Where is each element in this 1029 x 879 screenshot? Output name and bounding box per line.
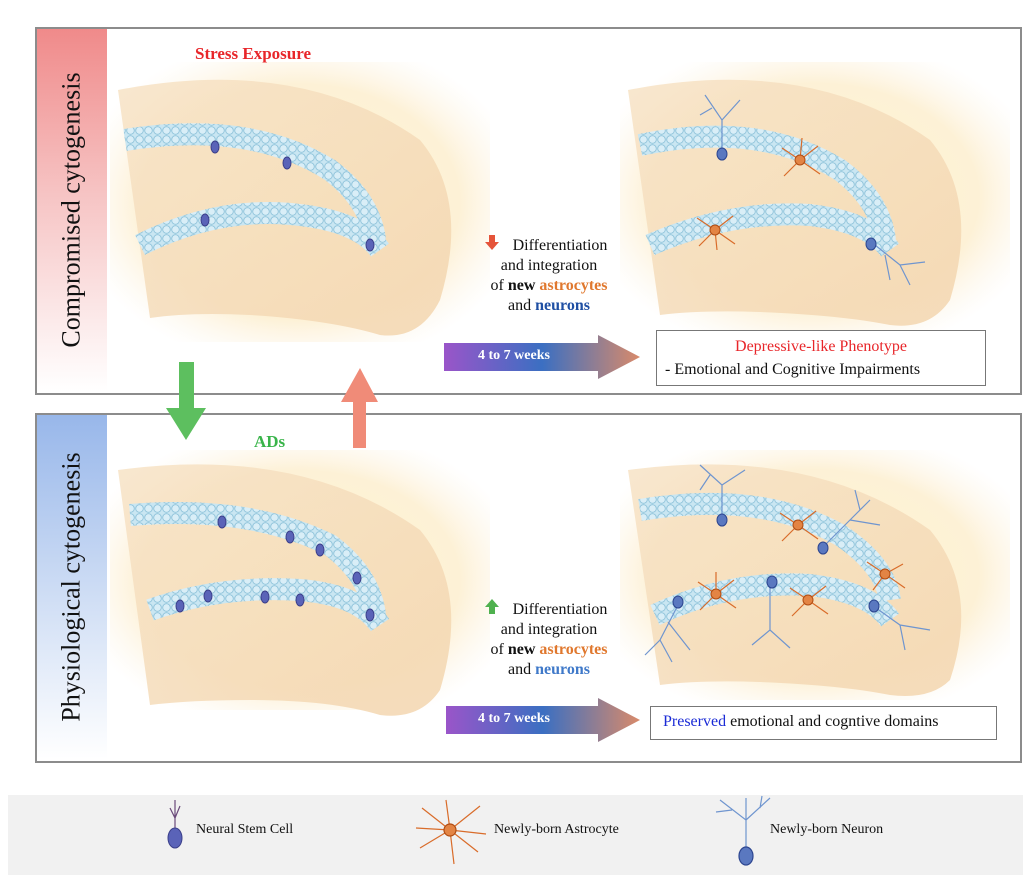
- bottom-line2: and integration: [500, 621, 598, 638]
- top-of: of: [490, 277, 504, 294]
- top-and: and: [508, 297, 532, 314]
- weeks-arrow-top: [444, 335, 640, 379]
- bottom-line1: Differentiation: [512, 601, 608, 618]
- legend-astrocyte-label: Newly-born Astrocyte: [494, 822, 619, 837]
- new-neurons: [644, 94, 931, 663]
- bottom-neurons: neurons: [535, 661, 590, 678]
- hippocampus-bottom-right: [620, 450, 1010, 700]
- stem-cells: [175, 140, 375, 622]
- legend-stem-cell-icon: [167, 800, 183, 849]
- depressive-phenotype-title: Depressive-like Phenotype: [735, 338, 907, 355]
- hippocampus-bottom-left: [110, 450, 490, 716]
- bottom-differentiation-text: Differentiation and integration of new a…: [474, 600, 624, 680]
- top-neurons: neurons: [535, 297, 590, 314]
- preserved-rest: emotional and cogntive domains: [730, 713, 939, 730]
- legend-stem-cell-label: Neural Stem Cell: [196, 822, 294, 837]
- stress-exposure-header: Stress Exposure: [195, 44, 312, 63]
- bottom-weeks-label: 4 to 7 weeks: [478, 711, 550, 726]
- new-astrocyte-bodies: [709, 154, 891, 606]
- increase-arrow-icon: [485, 599, 499, 614]
- bottom-and: and: [508, 661, 532, 678]
- top-line2: and integration: [500, 257, 598, 274]
- legend-astrocyte-icon: [415, 799, 487, 865]
- compromised-side-label: Compromised cytogenesis: [37, 29, 107, 391]
- top-new: new: [507, 277, 536, 294]
- hippocampus-top-right: [620, 62, 1010, 332]
- bottom-of: of: [490, 641, 504, 658]
- legend-neuron-icon: [715, 795, 771, 866]
- ads-down-arrow: [166, 362, 206, 440]
- top-astrocytes: astrocytes: [539, 277, 608, 294]
- bottom-new: new: [507, 641, 536, 658]
- impairments-text: - Emotional and Cognitive Impairments: [665, 361, 921, 378]
- bottom-astrocytes: astrocytes: [539, 641, 608, 658]
- top-line1: Differentiation: [512, 237, 608, 254]
- decrease-arrow-icon: [485, 235, 499, 250]
- depressive-outcome-box: Depressive-like Phenotype - Emotional an…: [656, 330, 986, 386]
- hippocampus-top-left: [110, 62, 490, 342]
- legend-neuron-label: Newly-born Neuron: [770, 822, 884, 837]
- physiological-side-label: Physiological cytogenesis: [37, 415, 107, 759]
- new-astrocytes: [696, 137, 906, 617]
- ads-header: ADs: [254, 432, 286, 451]
- top-weeks-label: 4 to 7 weeks: [478, 348, 550, 363]
- new-neuron-bodies: [672, 147, 880, 613]
- preserved-outcome-box: Preserved emotional and cogntive domains: [650, 706, 997, 740]
- weeks-arrow-bottom: [446, 698, 640, 742]
- stress-up-arrow: [341, 368, 378, 448]
- preserved-word: Preserved: [663, 713, 727, 730]
- top-differentiation-text: Differentiation and integration of new a…: [474, 236, 624, 316]
